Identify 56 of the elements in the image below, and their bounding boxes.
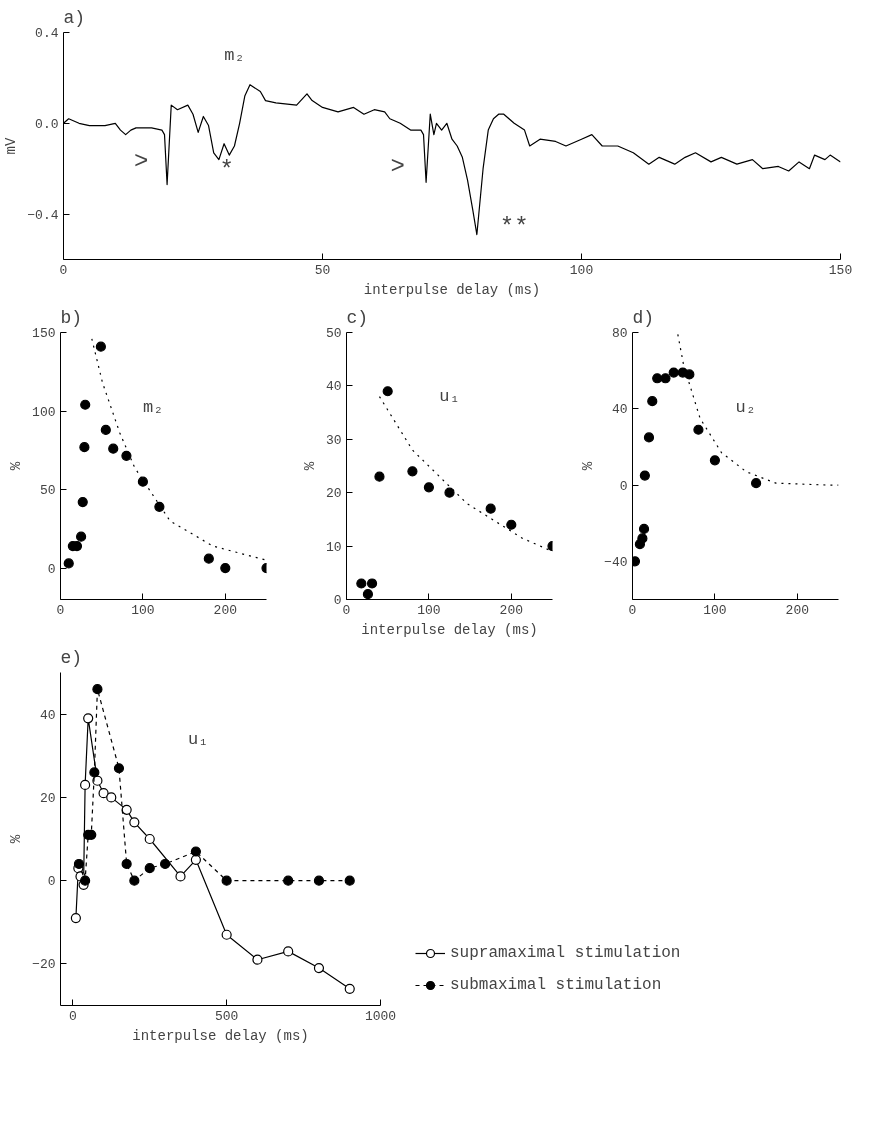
y-tick-label: 80 (611, 326, 628, 341)
x-axis-title: interpulse delay (ms) (363, 281, 541, 298)
x-tick-label: 100 (417, 602, 441, 618)
y-tick-label: 0 (47, 874, 56, 890)
annotation: m₂ (143, 397, 164, 417)
y-axis-title: % (580, 461, 597, 471)
y-tick-label: 40 (611, 402, 628, 418)
y-axis-title: % (8, 461, 25, 471)
y-axis-title: % (8, 834, 25, 844)
y-tick-label: 0 (619, 478, 628, 494)
legend-label: supramaximal stimulation (450, 944, 681, 962)
y-tick-label: 50 (39, 483, 56, 499)
y-axis-title: % (301, 461, 318, 471)
y-tick-label: −40 (604, 554, 628, 570)
annotation: * (219, 157, 234, 185)
y-tick-label: −20 (32, 957, 56, 973)
y-tick-label: 20 (325, 486, 342, 502)
y-tick-label: 0 (47, 561, 56, 577)
y-tick-label: 40 (325, 379, 342, 395)
chart-title: c) (346, 307, 369, 328)
y-tick-label: −0.4 (27, 207, 59, 223)
y-tick-label: 50 (325, 326, 342, 341)
annotation: > (134, 148, 149, 176)
x-tick-label: 1000 (364, 1008, 397, 1024)
y-tick-label: 10 (325, 539, 342, 555)
annotation: u₁ (439, 387, 460, 407)
chart-title: e) (60, 647, 83, 668)
chart-title: d) (632, 307, 655, 328)
y-tick-label: 0.4 (35, 26, 59, 41)
y-tick-label: 100 (32, 404, 56, 420)
annotation: > (390, 152, 405, 180)
annotation: u₁ (187, 729, 209, 749)
x-tick-label: 100 (569, 262, 594, 278)
x-tick-label: 100 (131, 602, 155, 618)
y-tick-label: 20 (39, 790, 56, 806)
x-tick-label: 100 (703, 602, 727, 618)
x-tick-label: 500 (214, 1008, 239, 1024)
x-tick-label: 50 (314, 262, 331, 278)
y-axis-title: mV (3, 137, 20, 155)
annotation: ** (499, 214, 529, 242)
x-axis-title: interpulse delay (ms) (361, 621, 538, 638)
chart-title: a) (63, 7, 86, 28)
y-tick-label: 40 (39, 707, 56, 723)
annotation: u₂ (735, 397, 756, 417)
x-tick-label: 200 (499, 602, 523, 618)
x-axis-title: interpulse delay (ms) (132, 1027, 309, 1044)
x-tick-label: 0 (68, 1008, 77, 1024)
x-tick-label: 150 (828, 262, 853, 278)
y-tick-label: 0.0 (35, 116, 59, 132)
annotation: m₂ (224, 45, 245, 65)
x-tick-label: 200 (213, 602, 237, 618)
chart-title: b) (60, 307, 83, 328)
y-tick-label: 30 (325, 432, 342, 448)
legend-label: submaximal stimulation (450, 976, 662, 994)
x-tick-label: 200 (785, 602, 809, 618)
y-tick-label: 150 (32, 326, 56, 341)
